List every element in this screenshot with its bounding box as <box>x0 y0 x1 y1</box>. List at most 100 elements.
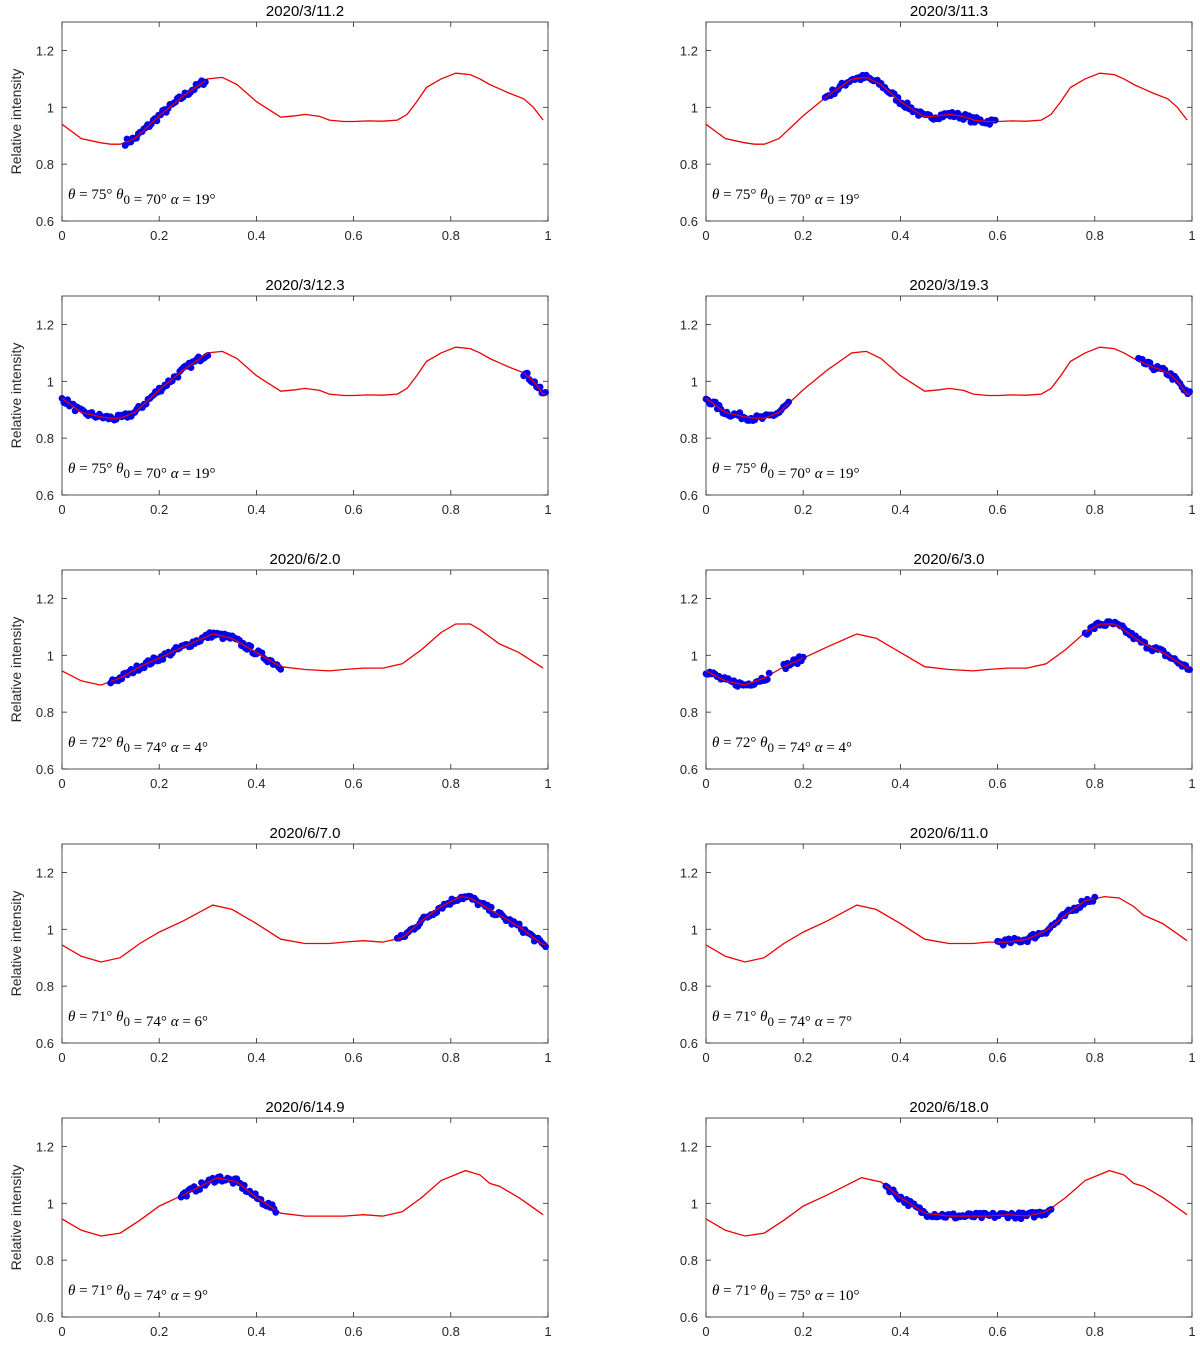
x-tick-label: 0 <box>702 1324 709 1339</box>
y-tick-label: 1 <box>47 100 54 115</box>
model-overlay <box>997 898 1095 943</box>
y-axis-label: Relative intensity <box>8 69 24 175</box>
x-tick-label: 0.8 <box>1086 1324 1104 1339</box>
geometry-annotation: θ = 72° θ0 = 74° α = 4° <box>68 735 208 756</box>
axes-frame <box>61 21 549 222</box>
axes-frame <box>705 21 1193 222</box>
y-axis-label: Relative intensity <box>8 1165 24 1271</box>
observation-point <box>765 669 773 677</box>
x-tick-label: 0.4 <box>247 1050 265 1065</box>
y-tick-label: 1.2 <box>36 865 54 880</box>
observation-point <box>894 94 902 101</box>
axes-frame <box>61 1117 549 1318</box>
x-tick-label: 0.2 <box>794 776 812 791</box>
x-tick-label: 0.4 <box>891 1050 909 1065</box>
x-tick-label: 0.6 <box>989 776 1007 791</box>
axes-frame <box>61 569 549 770</box>
y-tick-label: 0.8 <box>36 157 54 172</box>
observation-points <box>882 1182 1055 1223</box>
observation-point <box>1186 388 1193 396</box>
panel-chart: 2020/6/14.9 0 0.2 0.4 0.6 0.8 1 0.6 0.8 1 1.2 Relat… <box>8 1099 552 1339</box>
observation-points <box>702 354 1193 424</box>
panel-chart: 2020/3/12.3 0 0.2 0.4 0.6 0.8 1 0.6 0.8 1 1.2 Relat… <box>8 277 552 517</box>
x-tick-label: 0.4 <box>891 228 909 243</box>
y-tick-label: 1.2 <box>36 43 54 58</box>
x-tick-label: 0.6 <box>989 502 1007 517</box>
model-curve <box>705 895 1188 963</box>
x-tick-label: 0.6 <box>345 1324 363 1339</box>
x-tick-label: 0 <box>702 776 709 791</box>
model-overlay <box>1138 360 1190 395</box>
observation-point <box>272 1209 280 1216</box>
model-overlay <box>705 670 770 686</box>
x-tick-label: 0.4 <box>891 1324 909 1339</box>
model-curve <box>705 623 1188 686</box>
observation-point <box>542 389 549 396</box>
x-tick-label: 0.2 <box>794 228 812 243</box>
panel-chart: 2020/6/3.0 0 0.2 0.4 0.6 0.8 1 0.6 0.8 1 1.2 θ = 72… <box>680 551 1196 791</box>
y-tick-label: 0.8 <box>36 705 54 720</box>
axes-frame <box>705 295 1193 496</box>
x-tick-label: 1 <box>1188 502 1195 517</box>
y-tick-label: 0.6 <box>680 488 698 503</box>
x-tick-label: 0.8 <box>1086 502 1104 517</box>
panel-title: 2020/6/3.0 <box>914 551 985 568</box>
model-overlay <box>885 1185 1052 1217</box>
panel-chart: 2020/3/11.3 0 0.2 0.4 0.6 0.8 1 0.6 0.8 1 1.2 θ = 7… <box>680 3 1196 243</box>
y-axis-label: Relative intensity <box>8 617 24 723</box>
x-tick-label: 1 <box>1188 776 1195 791</box>
x-tick-label: 0 <box>702 228 709 243</box>
x-tick-label: 0 <box>702 502 709 517</box>
model-overlay <box>180 1177 277 1211</box>
y-tick-label: 1 <box>47 374 54 389</box>
x-tick-label: 0.8 <box>442 228 460 243</box>
y-tick-label: 1.2 <box>680 591 698 606</box>
model-curve <box>61 72 544 145</box>
geometry-annotation: θ = 72° θ0 = 74° α = 4° <box>712 735 852 756</box>
x-tick-label: 0.8 <box>442 502 460 517</box>
panel-title: 2020/6/2.0 <box>270 551 341 568</box>
geometry-annotation: θ = 71° θ0 = 74° α = 6° <box>68 1009 208 1030</box>
x-tick-label: 0 <box>58 228 65 243</box>
geometry-annotation: θ = 71° θ0 = 75° α = 10° <box>712 1283 860 1304</box>
x-tick-label: 0.2 <box>794 502 812 517</box>
y-tick-label: 0.8 <box>36 431 54 446</box>
lightcurve-panel: 2020/6/18.0 0 0.2 0.4 0.6 0.8 1 0.6 0.8 1 1.2 θ = 7… <box>644 1096 1200 1365</box>
x-tick-label: 0.6 <box>345 776 363 791</box>
y-tick-label: 0.6 <box>36 762 54 777</box>
x-tick-label: 0.6 <box>345 1050 363 1065</box>
observation-points <box>702 618 1193 690</box>
model-overlay <box>523 372 546 395</box>
x-tick-label: 0.6 <box>989 228 1007 243</box>
y-tick-label: 0.8 <box>680 1253 698 1268</box>
x-tick-label: 0.8 <box>1086 776 1104 791</box>
x-tick-label: 0.8 <box>1086 1050 1104 1065</box>
x-tick-label: 0.2 <box>794 1324 812 1339</box>
y-tick-label: 1.2 <box>36 1139 54 1154</box>
y-tick-label: 0.6 <box>680 214 698 229</box>
x-tick-label: 0 <box>58 1324 65 1339</box>
model-overlay <box>61 352 209 419</box>
x-tick-label: 0.8 <box>1086 228 1104 243</box>
y-tick-label: 1 <box>47 922 54 937</box>
panel-title: 2020/6/14.9 <box>265 1099 344 1116</box>
x-tick-label: 1 <box>544 776 551 791</box>
x-tick-label: 1 <box>544 1324 551 1339</box>
model-overlay <box>125 80 206 143</box>
x-tick-label: 0.2 <box>794 1050 812 1065</box>
y-tick-label: 1 <box>47 648 54 663</box>
lightcurve-panel: 2020/3/19.3 0 0.2 0.4 0.6 0.8 1 0.6 0.8 1 1.2 θ = 7… <box>644 274 1200 543</box>
model-curve <box>705 72 1188 145</box>
y-tick-label: 0.6 <box>36 214 54 229</box>
observation-points <box>994 893 1099 949</box>
y-tick-label: 1 <box>691 1196 698 1211</box>
panel-chart: 2020/6/18.0 0 0.2 0.4 0.6 0.8 1 0.6 0.8 1 1.2 θ = 7… <box>680 1099 1196 1339</box>
observation-points <box>121 77 209 149</box>
panel-title: 2020/3/11.3 <box>910 3 988 20</box>
x-tick-label: 0.2 <box>150 502 168 517</box>
y-tick-label: 1 <box>47 1196 54 1211</box>
model-overlay <box>783 657 804 668</box>
y-axis-label: Relative intensity <box>8 343 24 449</box>
x-tick-label: 1 <box>544 1050 551 1065</box>
axes-frame <box>705 1117 1193 1318</box>
